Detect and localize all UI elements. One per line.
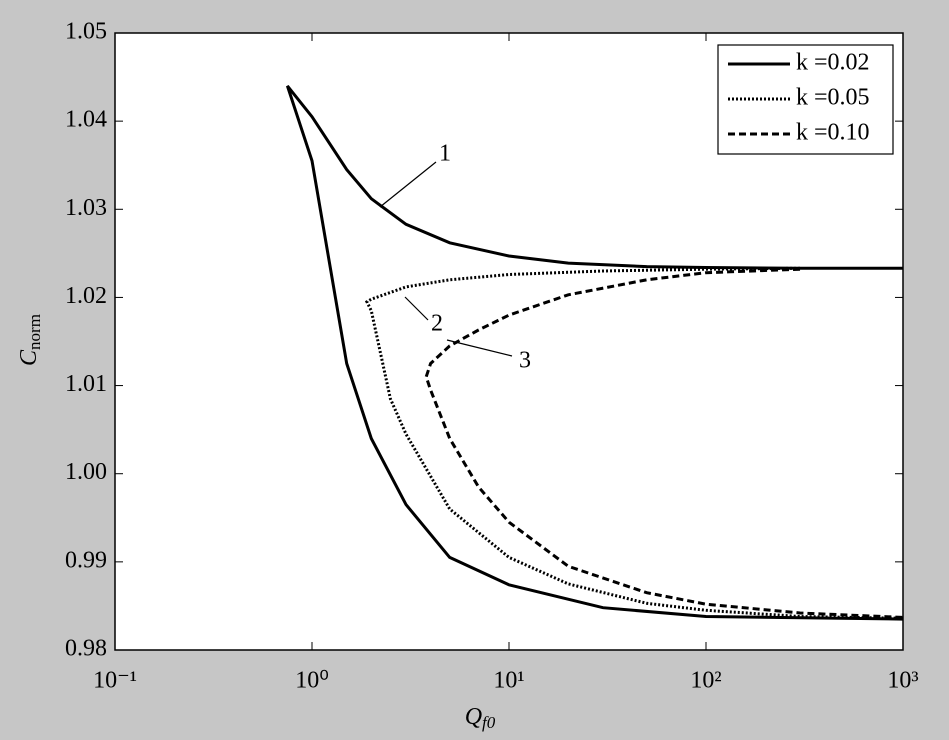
annotation-label: 2 bbox=[431, 311, 443, 337]
x-tick-label: 10⁻¹ bbox=[93, 668, 137, 694]
x-label-subscript: f0 bbox=[482, 713, 496, 732]
y-label-subscript: norm bbox=[25, 314, 44, 350]
y-tick-label: 1.01 bbox=[65, 371, 107, 397]
data-line bbox=[424, 267, 904, 619]
y-tick-label: 1.05 bbox=[65, 19, 107, 45]
y-tick-label: 1.04 bbox=[65, 107, 107, 133]
annotation-label: 1 bbox=[439, 141, 451, 167]
x-tick-label: 10³ bbox=[887, 668, 918, 694]
y-label-symbol: C bbox=[16, 349, 42, 366]
data-line bbox=[285, 84, 904, 621]
y-tick-label: 0.99 bbox=[65, 547, 107, 573]
annotation-label: 3 bbox=[519, 348, 531, 374]
y-tick-label: 1.00 bbox=[65, 459, 107, 485]
y-tick-label: 0.98 bbox=[65, 636, 107, 662]
annotation-leader bbox=[379, 161, 437, 208]
legend-label: k =0.10 bbox=[796, 120, 870, 146]
x-tick-label: 10⁰ bbox=[295, 668, 329, 694]
y-tick-label: 1.02 bbox=[65, 283, 107, 309]
x-label-symbol: Q bbox=[465, 704, 482, 730]
legend-label: k =0.02 bbox=[796, 50, 870, 76]
annotation-leader bbox=[404, 296, 429, 321]
annotation-leader bbox=[446, 339, 513, 357]
legend-label: k =0.05 bbox=[796, 85, 870, 111]
x-tick-label: 10¹ bbox=[493, 668, 524, 694]
x-tick-label: 10² bbox=[690, 668, 721, 694]
y-tick-label: 1.03 bbox=[65, 195, 107, 221]
x-axis-label: Qf0 bbox=[465, 704, 496, 732]
y-axis-label: Cnorm bbox=[16, 314, 44, 366]
